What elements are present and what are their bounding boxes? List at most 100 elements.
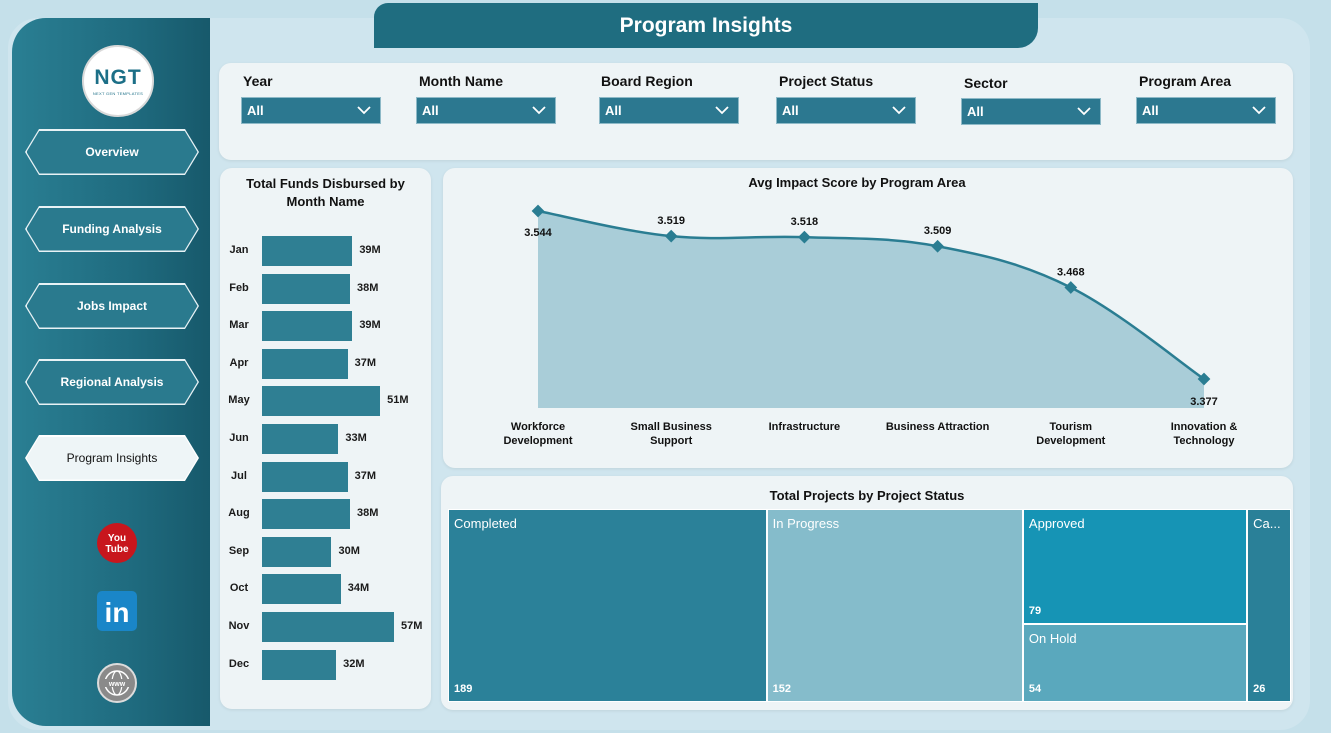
nav-program-insights-label: Program Insights xyxy=(27,437,198,480)
data-value-label: 3.518 xyxy=(791,216,819,228)
treemap-cell-name: In Progress xyxy=(772,516,840,531)
bar-value-label: 30M xyxy=(338,544,360,557)
bar[interactable] xyxy=(262,424,339,454)
bar-category-label: Aug xyxy=(228,507,250,520)
nav-regional-analysis-button[interactable]: Regional Analysis xyxy=(25,359,199,405)
filter-month-dropdown[interactable]: All xyxy=(416,97,556,124)
nav-jobs-impact-button[interactable]: Jobs Impact xyxy=(25,283,199,329)
projects-treemap: Completed 189 In Progress 152 Approved 79 On H… xyxy=(448,509,1291,702)
data-value-label: 3.519 xyxy=(657,215,685,227)
bar-category-label: Jul xyxy=(231,469,247,482)
treemap-cell[interactable]: Ca... 26 xyxy=(1247,509,1291,702)
filter-region-dropdown[interactable]: All xyxy=(599,97,739,124)
bar-row[interactable]: Apr 37M xyxy=(220,348,431,379)
youtube-icon[interactable]: You Tube xyxy=(96,522,138,564)
impact-chart-title: Avg Impact Score by Program Area xyxy=(748,175,966,190)
bar-category-label: Dec xyxy=(228,657,250,670)
bar[interactable] xyxy=(262,574,341,605)
bar-category-label: Nov xyxy=(228,620,250,632)
svg-text:You: You xyxy=(108,533,126,544)
bar[interactable] xyxy=(262,612,394,642)
bar-row[interactable]: Nov 57M xyxy=(220,612,431,642)
bar-value-label: 33M xyxy=(345,432,367,444)
bar-value-label: 57M xyxy=(401,620,423,632)
treemap-cell-name: On Hold xyxy=(1028,630,1077,646)
bar-row[interactable]: Dec 32M xyxy=(220,649,431,680)
area-fill xyxy=(538,211,1204,408)
x-axis-tick-label: Support xyxy=(650,435,692,447)
globe-icon[interactable]: www xyxy=(96,662,138,704)
data-point-marker[interactable] xyxy=(931,239,944,253)
treemap-cell[interactable]: Completed 189 xyxy=(448,509,767,702)
filter-sector-dropdown[interactable]: All xyxy=(961,98,1101,125)
chevron-down-icon xyxy=(892,106,906,115)
bar-row[interactable]: Feb 38M xyxy=(220,273,431,304)
bar[interactable] xyxy=(262,536,332,567)
chevron-down-icon xyxy=(715,106,729,115)
bar[interactable] xyxy=(262,499,350,530)
treemap-cell[interactable]: Approved 79 xyxy=(1022,509,1248,624)
bar-category-label: Sep xyxy=(228,544,250,557)
x-axis-tick-label: Workforce xyxy=(511,421,565,433)
filter-sector-label: Sector xyxy=(964,75,1008,91)
treemap-cell-name: Ca... xyxy=(1253,516,1281,531)
x-axis-tick-label: Development xyxy=(1036,435,1105,447)
treemap-cell[interactable]: On Hold 54 xyxy=(1022,623,1248,702)
bar[interactable] xyxy=(262,461,348,492)
bar[interactable] xyxy=(262,386,381,417)
filter-status-dropdown[interactable]: All xyxy=(776,97,916,124)
bar-row[interactable]: May 51M xyxy=(220,386,431,417)
filter-status-label: Project Status xyxy=(779,73,874,89)
bar-row[interactable]: Aug 38M xyxy=(220,499,431,530)
bar[interactable] xyxy=(262,649,337,680)
svg-text:in: in xyxy=(105,597,130,628)
bar-row[interactable]: Jan 39M xyxy=(220,236,431,266)
nav-overview-label: Overview xyxy=(27,131,198,174)
filter-program-area-dropdown[interactable]: All xyxy=(1136,97,1276,124)
bar-row[interactable]: Oct 34M xyxy=(220,574,431,605)
bar-category-label: Feb xyxy=(229,281,249,294)
data-point-marker[interactable] xyxy=(1064,281,1078,294)
chevron-down-icon xyxy=(1077,107,1091,116)
bar[interactable] xyxy=(262,348,348,379)
series-line xyxy=(537,209,1205,381)
logo: NGT NEXT GEN TEMPLATES xyxy=(82,45,154,117)
x-axis-tick-label: Innovation & xyxy=(1171,421,1238,433)
treemap-title: Total Projects by Project Status xyxy=(769,488,965,503)
svg-text:www: www xyxy=(108,681,126,688)
nav-program-insights-button[interactable]: Program Insights xyxy=(25,435,199,481)
bar-row[interactable]: Sep 30M xyxy=(220,536,431,567)
bar-category-label: Jun xyxy=(229,432,249,444)
filter-year-dropdown[interactable]: All xyxy=(241,97,381,124)
chevron-down-icon xyxy=(532,106,546,115)
filter-panel: Year All Month Name All Board Region All… xyxy=(219,63,1293,160)
data-value-label: 3.377 xyxy=(1190,396,1218,408)
x-axis-tick-label: Development xyxy=(503,435,572,447)
page-title: Program Insights xyxy=(374,3,1038,48)
bar-value-label: 38M xyxy=(357,507,379,520)
nav-regional-analysis-label: Regional Analysis xyxy=(27,361,198,404)
data-value-label: 3.544 xyxy=(524,227,552,239)
bar-value-label: 34M xyxy=(347,582,370,595)
nav-funding-analysis-button[interactable]: Funding Analysis xyxy=(25,206,199,252)
bar[interactable] xyxy=(262,311,353,342)
nav-overview-button[interactable]: Overview xyxy=(25,129,199,175)
bar-row[interactable]: Jul 37M xyxy=(220,461,431,492)
treemap-cell[interactable]: In Progress 152 xyxy=(766,509,1023,702)
data-point-marker[interactable] xyxy=(798,230,811,244)
bar-category-label: Jan xyxy=(229,244,249,256)
filter-sector-value: All xyxy=(967,104,984,119)
bar-row[interactable]: Mar 39M xyxy=(220,311,431,342)
nav-jobs-impact-label: Jobs Impact xyxy=(27,285,198,328)
filter-region-label: Board Region xyxy=(601,73,693,89)
chevron-down-icon xyxy=(1252,106,1266,115)
treemap-cell-value: 152 xyxy=(772,683,791,695)
linkedin-icon[interactable]: in xyxy=(96,590,138,632)
bar[interactable] xyxy=(262,236,353,266)
bar-value-label: 37M xyxy=(354,356,377,369)
bar-row[interactable]: Jun 33M xyxy=(220,424,431,454)
bar[interactable] xyxy=(262,273,350,304)
filter-region-value: All xyxy=(605,103,622,118)
funds-chart-title: Total Funds Disbursed by Month Name xyxy=(246,176,405,209)
x-axis-tick-label: Technology xyxy=(1174,435,1236,447)
